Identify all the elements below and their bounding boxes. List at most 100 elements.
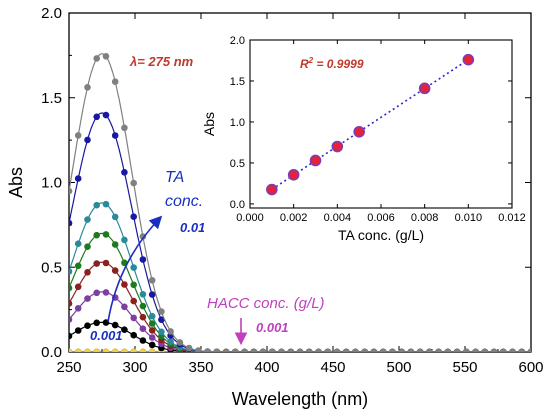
x-tick-label: 300	[122, 359, 147, 376]
series-point	[158, 316, 165, 324]
series-line	[69, 321, 531, 352]
series-point	[121, 236, 128, 244]
x-tick-label: 400	[254, 359, 279, 376]
series-point	[130, 297, 137, 305]
inset-data-point	[266, 183, 278, 196]
series-point	[500, 348, 507, 352]
inset-data-point	[331, 140, 344, 153]
series-point	[111, 321, 119, 329]
series-point	[69, 268, 73, 275]
y-tick-label: 1.5	[41, 90, 62, 107]
series-point	[93, 348, 101, 352]
x-tick-label: 250	[56, 359, 81, 376]
series-point	[93, 231, 100, 239]
r-squared-label: R2 = 0.9999	[300, 56, 364, 71]
series-point	[69, 348, 73, 352]
ta-low-label: 0.001	[90, 328, 123, 343]
series-point	[84, 322, 91, 330]
series-point	[453, 348, 461, 352]
inset-fit-line	[271, 56, 474, 191]
x-tick-label: 450	[320, 359, 345, 376]
inset-y-axis-title: Abs	[201, 112, 217, 136]
series-point	[102, 289, 110, 296]
series-point	[213, 348, 221, 352]
series-point	[416, 348, 424, 352]
series-point	[130, 179, 137, 187]
series-line	[69, 261, 531, 352]
series-point	[287, 348, 295, 352]
series-point	[250, 348, 258, 352]
series-point	[333, 348, 341, 352]
series-point	[102, 111, 110, 119]
series-point	[93, 260, 100, 267]
series-point	[342, 348, 350, 352]
ta-arrow	[107, 215, 163, 323]
y-tick-label: 0.0	[41, 344, 62, 361]
inset-x-tick-label: 0.004	[324, 212, 352, 224]
inset-y-tick-label: 2.0	[230, 35, 245, 47]
series-line	[69, 53, 531, 352]
series-line	[69, 112, 531, 352]
series-point	[241, 348, 248, 352]
series-point	[204, 348, 211, 352]
x-tick-label: 600	[518, 359, 543, 376]
inset-x-tick-label: 0.010	[455, 212, 483, 224]
series-point	[158, 328, 165, 336]
series-point	[93, 113, 100, 121]
series-point	[148, 327, 156, 334]
series-point	[232, 348, 239, 352]
series-point	[121, 124, 128, 132]
series-point	[111, 241, 119, 248]
x-tick-label: 350	[188, 359, 213, 376]
inset-y-tick-label: 0.0	[230, 199, 245, 211]
series-point	[121, 281, 128, 288]
series-point	[83, 348, 92, 352]
series-point	[102, 53, 110, 60]
series-point	[148, 312, 156, 320]
series-line	[69, 202, 531, 352]
y-tick-label: 2.0	[41, 5, 62, 22]
series-point	[121, 303, 128, 311]
series-point	[158, 308, 165, 315]
series-point	[139, 313, 147, 321]
series-point	[111, 78, 119, 85]
series-point	[69, 219, 73, 227]
series-point	[435, 348, 442, 352]
x-axis-title: Wavelength (nm)	[232, 389, 368, 409]
inset-y-tick-label: 1.0	[230, 117, 245, 129]
inset-data-point	[462, 53, 475, 66]
series-point	[84, 136, 91, 144]
spectra-group	[69, 53, 531, 352]
series-point	[130, 213, 137, 220]
series-point	[102, 348, 110, 352]
series-point	[69, 332, 73, 340]
series-point	[74, 132, 82, 139]
series-point	[139, 291, 147, 298]
series-point	[84, 269, 91, 276]
series-point	[195, 347, 202, 352]
series-point	[139, 337, 147, 344]
series-point	[130, 281, 137, 289]
inset-x-tick-label: 0.000	[236, 212, 264, 224]
y-axis-title: Abs	[6, 167, 26, 198]
series-point	[463, 348, 470, 352]
series-point	[111, 348, 119, 352]
series-point	[148, 277, 156, 284]
series-point	[139, 325, 147, 333]
ta-high-label: 0.01	[180, 220, 205, 235]
series-point	[139, 348, 147, 352]
series-point	[111, 132, 119, 139]
inset-y-tick-label: 1.5	[230, 76, 245, 88]
series-point	[518, 348, 526, 352]
y-tick-label: 1.0	[41, 175, 62, 192]
series-point	[361, 348, 368, 352]
series-point	[222, 348, 230, 352]
series-point	[93, 319, 100, 327]
x-tick-label: 550	[452, 359, 477, 376]
series-point	[102, 231, 110, 238]
series-point	[352, 348, 359, 352]
series-7	[69, 53, 531, 352]
series-point	[111, 267, 119, 274]
